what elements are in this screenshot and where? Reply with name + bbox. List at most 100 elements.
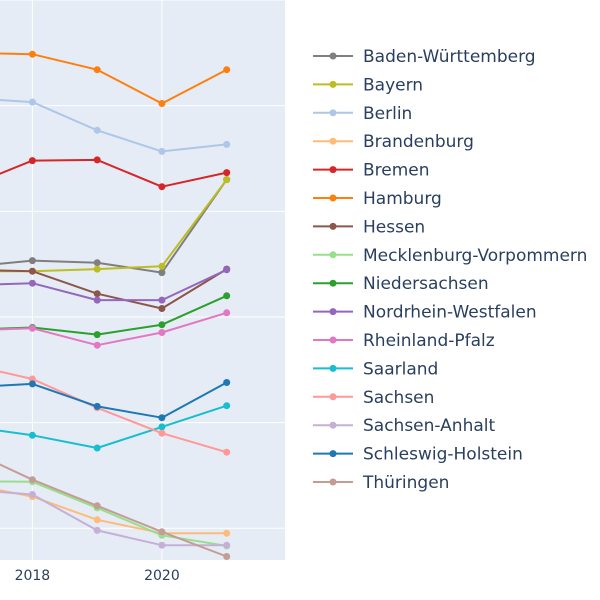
data-point <box>223 402 231 410</box>
data-point <box>93 341 101 349</box>
data-point <box>93 444 101 452</box>
data-point <box>28 279 36 287</box>
legend-item[interactable]: Hamburg <box>313 189 442 209</box>
data-point <box>93 290 101 298</box>
legend-item[interactable]: Saarland <box>313 359 438 379</box>
legend-marker <box>329 222 337 230</box>
legend-item[interactable]: Brandenburg <box>313 132 474 152</box>
legend-label: Sachsen <box>363 388 434 408</box>
legend-item[interactable]: Rheinland-Pfalz <box>313 331 495 351</box>
legend-label: Baden-Württemberg <box>363 47 536 67</box>
x-tick-label: 2018 <box>15 568 51 584</box>
legend-label: Brandenburg <box>363 132 474 152</box>
legend-marker <box>329 52 337 60</box>
legend-item[interactable]: Bayern <box>313 75 423 95</box>
legend-marker <box>329 166 337 174</box>
data-point <box>223 66 231 74</box>
legend-label: Bayern <box>363 75 423 95</box>
data-point <box>93 156 101 164</box>
data-point <box>93 331 101 339</box>
legend-label: Sachsen-Anhalt <box>363 416 495 436</box>
data-point <box>158 414 166 422</box>
series-berlin <box>0 98 231 155</box>
legend-item[interactable]: Hessen <box>313 217 425 237</box>
series-nordrhein-westfalen <box>0 266 231 304</box>
legend-marker <box>329 137 337 145</box>
data-point <box>158 100 166 107</box>
legend-item[interactable]: Sachsen <box>313 388 434 408</box>
legend-label: Bremen <box>363 161 430 181</box>
data-point <box>28 380 36 388</box>
legend-marker <box>329 194 337 202</box>
legend[interactable]: Baden-Württemberg Bayern Berlin Brandenburg… <box>313 47 587 493</box>
data-point <box>93 502 101 510</box>
legend-label: Thüringen <box>362 473 449 493</box>
series-hamburg <box>0 50 231 107</box>
legend-item[interactable]: Sachsen-Anhalt <box>313 416 495 436</box>
data-point <box>223 266 231 274</box>
data-point <box>93 126 101 134</box>
legend-marker <box>329 364 337 372</box>
legend-item[interactable]: Berlin <box>313 104 412 124</box>
series-schleswig-holstein <box>0 379 231 422</box>
data-point <box>158 541 166 549</box>
legend-item[interactable]: Baden-Württemberg <box>313 47 536 67</box>
legend-marker <box>329 279 337 287</box>
data-point <box>28 157 36 165</box>
data-point <box>158 423 166 431</box>
data-point <box>223 553 231 560</box>
data-point <box>223 140 231 148</box>
legend-label: Berlin <box>363 104 412 124</box>
data-point <box>93 259 101 267</box>
data-point <box>223 292 231 300</box>
legend-label: Schleswig-Holstein <box>363 445 523 465</box>
legend-label: Hamburg <box>363 189 442 209</box>
series-bremen <box>0 156 231 191</box>
data-point <box>158 429 166 437</box>
series-lines <box>0 50 231 560</box>
legend-item[interactable]: Bremen <box>313 161 430 181</box>
data-point <box>223 541 231 549</box>
legend-item[interactable]: Mecklenburg-Vorpommern <box>313 246 587 266</box>
legend-item[interactable]: Nordrhein-Westfalen <box>313 303 537 323</box>
data-point <box>28 324 36 332</box>
data-point <box>28 476 36 484</box>
legend-label: Mecklenburg-Vorpommern <box>363 246 587 266</box>
legend-label: Nordrhein-Westfalen <box>363 303 537 323</box>
data-point <box>93 265 101 273</box>
data-point <box>158 262 166 270</box>
data-point <box>158 321 166 329</box>
data-point <box>158 147 166 155</box>
legend-item[interactable]: Schleswig-Holstein <box>313 445 523 465</box>
data-point <box>223 529 231 537</box>
data-point <box>223 309 231 317</box>
legend-marker <box>329 450 337 458</box>
data-point <box>158 329 166 336</box>
data-point <box>28 257 36 265</box>
legend-marker <box>329 421 337 429</box>
data-point <box>28 491 36 498</box>
data-point <box>28 267 36 275</box>
x-axis-ticks: 2018 2020 <box>15 568 180 584</box>
legend-label: Rheinland-Pfalz <box>363 331 495 351</box>
legend-marker <box>329 393 337 401</box>
series-sachsen-anhalt <box>0 491 231 549</box>
legend-marker <box>329 109 337 117</box>
data-point <box>223 169 231 177</box>
legend-item[interactable]: Niedersachsen <box>313 274 489 294</box>
legend-marker <box>329 308 337 316</box>
legend-marker <box>329 478 337 486</box>
legend-marker <box>329 80 337 88</box>
x-tick-label: 2020 <box>144 568 180 584</box>
legend-label: Saarland <box>363 359 438 379</box>
plot-background <box>0 0 285 560</box>
data-point <box>223 448 231 456</box>
data-point <box>158 296 166 304</box>
legend-label: Niedersachsen <box>363 274 489 294</box>
data-point <box>28 431 36 439</box>
legend-label: Hessen <box>363 217 425 237</box>
series-saarland <box>0 402 231 452</box>
data-point <box>158 305 166 312</box>
legend-item[interactable]: Thüringen <box>313 473 449 493</box>
data-point <box>158 269 166 277</box>
